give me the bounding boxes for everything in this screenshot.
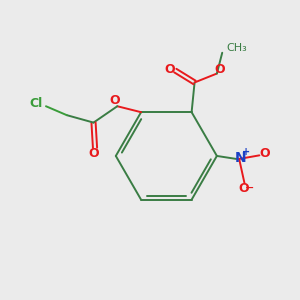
Text: CH₃: CH₃ — [227, 43, 248, 53]
Text: O: O — [110, 94, 120, 107]
Text: −: − — [245, 183, 255, 193]
Text: O: O — [238, 182, 249, 195]
Text: +: + — [242, 147, 250, 158]
Text: Cl: Cl — [29, 98, 42, 110]
Text: O: O — [214, 63, 225, 76]
Text: O: O — [260, 147, 270, 161]
Text: N: N — [235, 151, 247, 165]
Text: O: O — [164, 63, 175, 76]
Text: O: O — [88, 147, 99, 160]
